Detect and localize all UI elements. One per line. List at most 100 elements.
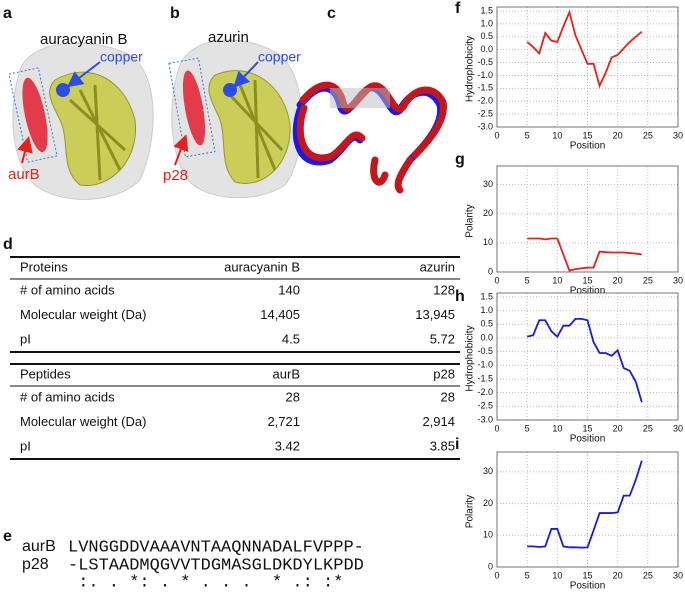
consensus: :. . *: . * . . . * .: :* (68, 573, 364, 592)
panel-label: i (455, 436, 459, 453)
y-tick-label: 1.5 (480, 291, 493, 301)
x-axis-label: Position (570, 286, 606, 297)
table-header: aurB (273, 366, 300, 381)
x-tick-label: 30 (673, 130, 683, 140)
structure-title: auracyanin B (40, 31, 128, 48)
x-tick-label: 0 (494, 130, 499, 140)
x-tick-label: 0 (494, 570, 499, 580)
y-tick-label: -3.0 (477, 121, 493, 131)
table-cell: 128 (433, 282, 455, 297)
table-cell: # of amino acids (20, 389, 115, 404)
y-tick-label: -3.0 (477, 414, 493, 424)
table-header: Peptides (20, 366, 71, 381)
data-line (527, 237, 642, 272)
x-tick-label: 5 (525, 275, 530, 285)
table-header: p28 (433, 366, 455, 381)
table-header: azurin (420, 259, 455, 274)
plot-frame (496, 292, 679, 421)
x-tick-label: 25 (643, 275, 653, 285)
table-cell: pI (20, 438, 31, 453)
table-header: auracyanin B (224, 259, 300, 274)
x-tick-label: 0 (494, 275, 499, 285)
table-cell: 5.72 (430, 331, 455, 346)
table-cell: 2,914 (422, 414, 455, 429)
metal-label: copper (100, 49, 143, 65)
x-tick-label: 10 (552, 130, 562, 140)
table-cell: 3.42 (275, 438, 300, 453)
x-axis-label: Position (570, 141, 606, 152)
peptide-label: p28 (163, 167, 188, 184)
y-tick-label: -1.5 (477, 83, 493, 93)
x-tick-label: 15 (582, 570, 592, 580)
x-axis-label: Position (570, 581, 606, 592)
table-cell: 14,405 (260, 307, 300, 322)
y-tick-label: 20 (483, 498, 493, 508)
x-axis-label: Position (570, 434, 606, 445)
x-tick-label: 20 (613, 130, 623, 140)
panel-label: d (3, 236, 13, 253)
x-tick-label: 25 (643, 130, 653, 140)
peptide-label: aurB (8, 166, 40, 183)
y-tick-label: -1.0 (477, 360, 493, 370)
data-line (526, 317, 643, 403)
x-tick-label: 15 (582, 275, 592, 285)
data-line (527, 460, 643, 549)
x-tick-label: 5 (525, 423, 530, 433)
structure-title: azurin (208, 29, 249, 46)
panel-label: h (455, 288, 465, 305)
x-tick-label: 5 (525, 130, 530, 140)
x-tick-label: 25 (643, 423, 653, 433)
sequence-name: aurB (22, 538, 56, 555)
metal-label: copper (258, 49, 301, 65)
y-axis-label: Hydrophobicity (465, 325, 476, 391)
y-tick-label: 0.0 (480, 44, 493, 54)
x-tick-label: 10 (552, 423, 562, 433)
y-axis-label: Polarity (465, 204, 476, 237)
x-tick-label: 20 (613, 275, 623, 285)
plot-frame (496, 6, 679, 128)
plot-frame (496, 451, 679, 568)
x-tick-label: 10 (552, 275, 562, 285)
table-cell: Molecular weight (Da) (20, 414, 146, 429)
y-tick-label: 1.0 (480, 305, 493, 315)
x-tick-label: 30 (673, 570, 683, 580)
y-tick-label: -2.5 (477, 108, 493, 118)
table-cell: 4.5 (282, 331, 300, 346)
y-tick-label: -0.5 (477, 57, 493, 67)
y-tick-label: -0.5 (477, 346, 493, 356)
table-cell: 13,945 (415, 307, 455, 322)
y-tick-label: -2.0 (477, 387, 493, 397)
table-cell: Molecular weight (Da) (20, 307, 146, 322)
y-tick-label: 0.0 (480, 332, 493, 342)
panel-label: b (170, 5, 180, 22)
x-tick-label: 15 (582, 130, 592, 140)
table-header: Proteins (20, 259, 68, 274)
structure-a (8, 42, 154, 200)
y-tick-label: -2.0 (477, 96, 493, 106)
panel-label: g (455, 151, 465, 168)
table-cell: 28 (286, 389, 300, 404)
structure-b (168, 39, 303, 199)
y-tick-label: -1.5 (477, 373, 493, 383)
x-tick-label: 10 (552, 570, 562, 580)
data-line (526, 9, 643, 89)
y-tick-label: 20 (483, 208, 493, 218)
y-tick-label: -1.0 (477, 70, 493, 80)
x-tick-label: 25 (643, 570, 653, 580)
table-cell: pI (20, 331, 31, 346)
x-tick-label: 5 (525, 570, 530, 580)
x-tick-label: 30 (673, 423, 683, 433)
y-tick-label: 10 (483, 530, 493, 540)
helix-overlay (292, 81, 447, 194)
panel-label: f (455, 0, 461, 17)
x-tick-label: 30 (673, 275, 683, 285)
y-tick-label: 0.5 (480, 319, 493, 329)
plot-frame (496, 165, 679, 273)
x-tick-label: 20 (613, 570, 623, 580)
y-tick-label: 30 (483, 179, 493, 189)
x-tick-label: 0 (494, 423, 499, 433)
y-tick-label: 0 (488, 266, 493, 276)
x-tick-label: 15 (582, 423, 592, 433)
panel-label: a (3, 5, 12, 22)
